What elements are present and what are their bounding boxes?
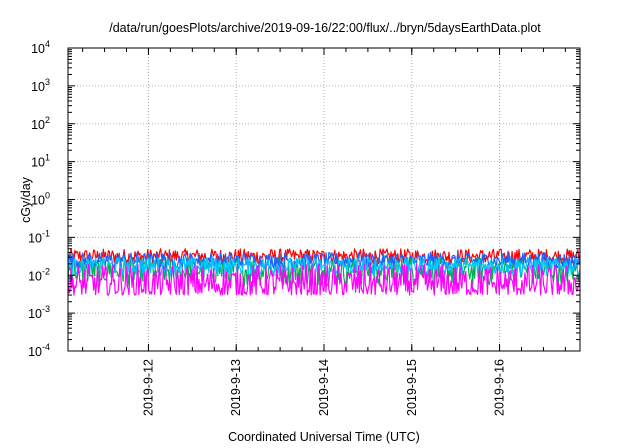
y-axis-label: cGy/day (19, 176, 33, 223)
y-tick-label: 10-4 (28, 342, 50, 359)
y-tick-base: 10 (31, 118, 45, 132)
y-tick-label: 10-2 (28, 266, 50, 283)
y-tick-base: 10 (31, 42, 45, 56)
x-axis-ticks: 2019-9-12 2019-9-13 2019-9-14 2019-9-15 2019… (82, 48, 566, 416)
y-tick-label: 102 (31, 115, 50, 132)
y-tick-base: 10 (28, 231, 42, 245)
y-tick-exponent: -2 (42, 266, 50, 276)
x-tick-label: 2019-9-12 (141, 359, 155, 416)
y-tick-base: 10 (31, 156, 45, 170)
y-tick-exponent: 4 (45, 39, 50, 49)
grid-lines (68, 48, 580, 351)
y-tick-exponent: 2 (45, 115, 50, 125)
y-tick-label: 104 (31, 39, 50, 56)
y-tick-base: 10 (31, 194, 45, 208)
y-tick-base: 10 (28, 269, 42, 283)
y-tick-exponent: -4 (42, 342, 50, 352)
y-tick-label: 10-1 (28, 228, 50, 245)
y-tick-exponent: 1 (45, 153, 50, 163)
chart-title: /data/run/goesPlots/archive/2019-09-16/2… (109, 21, 541, 35)
series-line-3 (67, 256, 581, 276)
y-tick-base: 10 (28, 345, 42, 359)
x-tick-label: 2019-9-13 (229, 359, 243, 416)
y-tick-base: 10 (28, 307, 42, 321)
series-line-2 (67, 251, 581, 270)
series-line-4 (67, 263, 581, 296)
x-tick-label: 2019-9-15 (405, 359, 419, 416)
y-tick-exponent: -1 (42, 228, 50, 238)
series-group (67, 248, 581, 296)
y-tick-base: 10 (31, 80, 45, 94)
x-tick-label: 2019-9-14 (317, 359, 331, 416)
y-tick-label: 101 (31, 153, 50, 170)
y-tick-label: 10-3 (28, 304, 50, 321)
y-tick-exponent: -3 (42, 304, 50, 314)
x-tick-label: 2019-9-16 (493, 359, 507, 416)
y-tick-exponent: 0 (45, 191, 50, 201)
y-tick-exponent: 3 (45, 77, 50, 87)
y-tick-label: 103 (31, 77, 50, 94)
x-axis-label: Coordinated Universal Time (UTC) (228, 430, 420, 444)
y-tick-label: 100 (31, 191, 50, 208)
